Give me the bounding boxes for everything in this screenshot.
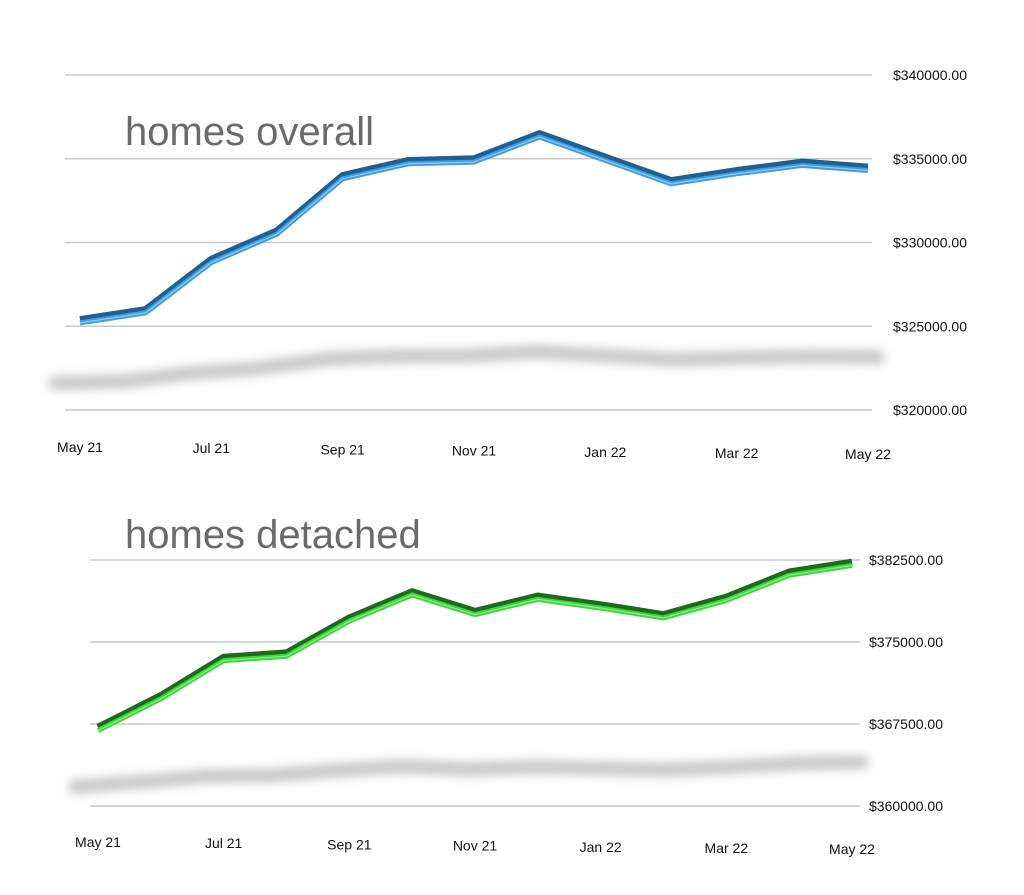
chart-title: homes overall [125, 110, 374, 154]
x-tick-label: Jan 22 [580, 839, 622, 855]
x-tick-label: Sep 21 [320, 441, 365, 457]
chart-homes-detached: $360000.00 $367500.00 $375000.00 $382500.00… [68, 513, 943, 857]
y-tick-label: $320000.00 [893, 402, 967, 418]
series-line [79, 134, 869, 326]
chart-homes-overall: $320000.00 $325000.00 $330000.00 $335000.00… [48, 67, 967, 462]
y-tick-label: $335000.00 [893, 151, 967, 167]
y-tick-label: $360000.00 [869, 798, 943, 814]
x-tick-label: Jul 21 [205, 835, 243, 851]
series-line-edge [79, 130, 869, 324]
y-tick-label: $340000.00 [893, 67, 967, 83]
x-tick-label: Nov 21 [452, 443, 497, 459]
x-tick-label: Sep 21 [327, 836, 372, 852]
x-tick-label: May 22 [845, 446, 891, 462]
series-line-highlight [97, 564, 853, 732]
x-tick-label: May 22 [829, 841, 875, 857]
series-shadow [48, 344, 885, 391]
series-line-highlight [79, 136, 869, 324]
chart-title: homes detached [125, 513, 421, 557]
x-tick-label: May 21 [57, 439, 103, 455]
y-tick-label: $375000.00 [869, 634, 943, 650]
x-tick-label: Jan 22 [584, 444, 626, 460]
series-shadow [68, 754, 869, 794]
y-tick-label: $325000.00 [893, 318, 967, 334]
y-tick-label: $367500.00 [869, 716, 943, 732]
series-line [96, 562, 853, 733]
x-tick-label: Mar 22 [715, 445, 759, 461]
x-tick-label: Nov 21 [453, 838, 498, 854]
series-line-edge [96, 558, 853, 731]
x-tick-label: Mar 22 [705, 840, 749, 856]
x-tick-label: May 21 [75, 834, 121, 850]
y-tick-label: $382500.00 [869, 552, 943, 568]
x-tick-label: Jul 21 [193, 440, 231, 456]
y-tick-label: $330000.00 [893, 235, 967, 251]
